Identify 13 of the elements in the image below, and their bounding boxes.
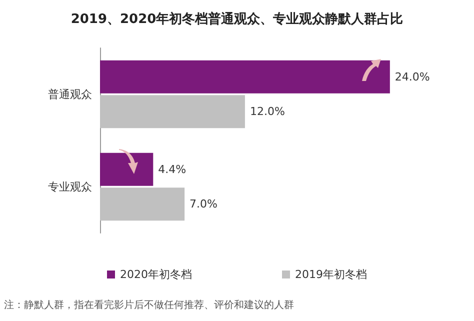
- data-label: 7.0%: [190, 198, 218, 211]
- bar: [100, 95, 245, 128]
- legend-label: 2019年初冬档: [295, 268, 367, 281]
- chart-title: 2019、2020年初冬档普通观众、专业观众静默人群占比: [70, 11, 404, 27]
- data-label: 12.0%: [250, 105, 285, 118]
- text: 注：静默人群，指在看完影片后不做任何推荐、评价和建议的人群: [4, 298, 294, 312]
- bar: [100, 60, 390, 94]
- bar: [100, 188, 185, 221]
- y-tick-label: 专业观众: [48, 180, 92, 194]
- legend-label: 2020年初冬档: [120, 268, 192, 281]
- data-label: 4.4%: [158, 162, 186, 176]
- data-label: 24.0%: [394, 70, 430, 84]
- y-tick-label: 普通观众: [48, 88, 92, 101]
